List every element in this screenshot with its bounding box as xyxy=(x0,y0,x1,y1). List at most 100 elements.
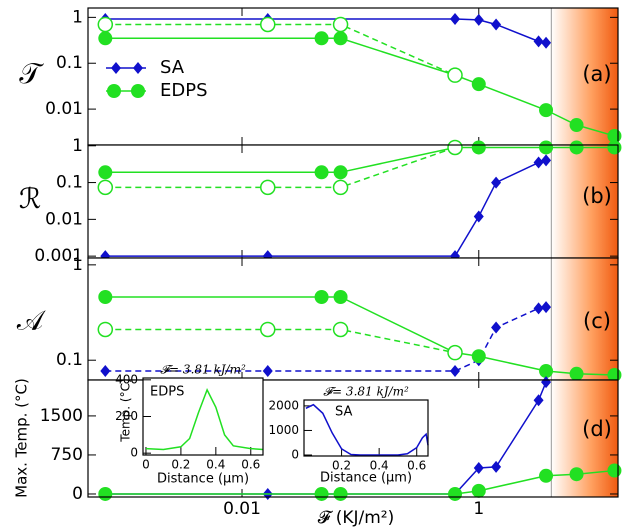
marker xyxy=(447,344,463,361)
marker xyxy=(262,365,273,378)
y-tick-label: 2000 xyxy=(268,398,299,412)
x-tick-label: 0.2 xyxy=(332,459,351,473)
x-tick-label: 0.01 xyxy=(223,499,261,519)
x-tick-label: 0 xyxy=(142,458,150,472)
plot-area xyxy=(88,8,618,145)
series-line xyxy=(145,388,264,451)
panel-label: (b) xyxy=(582,184,612,208)
marker xyxy=(97,321,114,338)
y-axis-label: 𝒯 xyxy=(19,57,44,90)
legend-label: EDPS xyxy=(160,80,208,101)
marker xyxy=(473,13,484,26)
marker xyxy=(447,67,463,83)
y-tick-label: 400 xyxy=(115,372,138,386)
plot-area xyxy=(88,258,618,380)
y-axis-label: 𝒜 xyxy=(17,304,47,337)
marker xyxy=(314,486,329,501)
marker xyxy=(333,486,348,501)
marker xyxy=(569,467,584,482)
marker xyxy=(100,365,111,378)
marker xyxy=(332,321,349,338)
shaded-region xyxy=(551,258,618,380)
inset-label: SA xyxy=(335,405,352,420)
y-tick-label: 0.001 xyxy=(34,246,83,266)
y-tick-label: 1 xyxy=(72,255,83,275)
marker xyxy=(541,301,552,314)
y-axis-label: Max. Temp. (°C) xyxy=(13,378,31,498)
marker xyxy=(533,35,544,48)
y-tick-label: 0.1 xyxy=(56,350,83,370)
plot-frame xyxy=(87,379,619,498)
marker xyxy=(314,31,329,46)
marker xyxy=(333,290,348,305)
marker xyxy=(539,103,554,118)
marker xyxy=(539,364,554,379)
y-tick-label: 0.01 xyxy=(45,99,83,119)
marker xyxy=(332,179,349,196)
marker xyxy=(533,394,544,407)
marker xyxy=(533,302,544,315)
inset-label: EDPS xyxy=(150,385,184,400)
x-tick-label: 0.4 xyxy=(206,458,225,472)
y-axis-label: Temp. (°C) xyxy=(119,378,133,442)
panel-label: (d) xyxy=(582,417,612,441)
shaded-region xyxy=(551,145,618,258)
marker xyxy=(539,468,554,483)
marker xyxy=(541,154,552,167)
marker xyxy=(97,16,114,33)
shaded-region xyxy=(551,380,618,497)
series-line xyxy=(305,403,429,456)
marker xyxy=(569,140,584,155)
shaded-region xyxy=(551,8,618,145)
marker xyxy=(569,366,584,381)
legend-marker xyxy=(131,84,145,98)
y-tick-label: 0.1 xyxy=(56,173,83,193)
x-tick-label: 1 xyxy=(473,499,484,519)
x-tick-label: 0.6 xyxy=(407,459,426,473)
marker xyxy=(97,179,114,196)
marker xyxy=(333,165,348,180)
marker xyxy=(491,18,502,31)
marker xyxy=(332,16,349,33)
marker xyxy=(447,139,463,156)
y-tick-label: 0 xyxy=(72,484,83,504)
inset-title: 𝓕= 3.81 kJ/m² xyxy=(160,363,246,377)
marker xyxy=(98,486,113,501)
marker xyxy=(473,461,484,474)
marker xyxy=(539,140,554,155)
panel-label: (c) xyxy=(583,309,611,333)
marker xyxy=(98,165,113,180)
y-tick-label: 0 xyxy=(130,446,138,460)
x-axis-label: 𝓕 (KJ/m²) xyxy=(318,508,394,528)
legend-marker xyxy=(107,84,121,98)
plot-frame xyxy=(142,377,264,456)
series-line xyxy=(105,328,456,354)
marker xyxy=(491,460,502,473)
series-line xyxy=(105,146,456,189)
marker xyxy=(333,31,348,46)
y-tick-label: 750 xyxy=(51,445,83,465)
y-tick-label: 0.01 xyxy=(45,209,83,229)
legend-marker xyxy=(133,62,143,74)
marker xyxy=(491,176,502,189)
panel-label: (a) xyxy=(582,62,611,86)
y-tick-label: 200 xyxy=(115,409,138,423)
plot-frame xyxy=(303,399,429,457)
x-tick-label: 0.6 xyxy=(241,458,260,472)
y-tick-label: 1 xyxy=(72,7,83,27)
marker xyxy=(260,179,276,196)
series-line xyxy=(105,23,456,76)
y-axis-label: ℛ xyxy=(19,182,41,215)
marker xyxy=(569,118,584,133)
inset-title: 𝓕= 3.81 kJ/m² xyxy=(323,385,409,399)
y-tick-label: 1000 xyxy=(268,423,299,437)
marker xyxy=(607,463,622,478)
marker xyxy=(450,13,461,26)
marker xyxy=(98,31,113,46)
marker xyxy=(260,321,276,338)
marker xyxy=(450,365,461,378)
marker xyxy=(98,290,113,305)
marker xyxy=(491,321,502,334)
x-tick-label: 0.2 xyxy=(171,458,190,472)
